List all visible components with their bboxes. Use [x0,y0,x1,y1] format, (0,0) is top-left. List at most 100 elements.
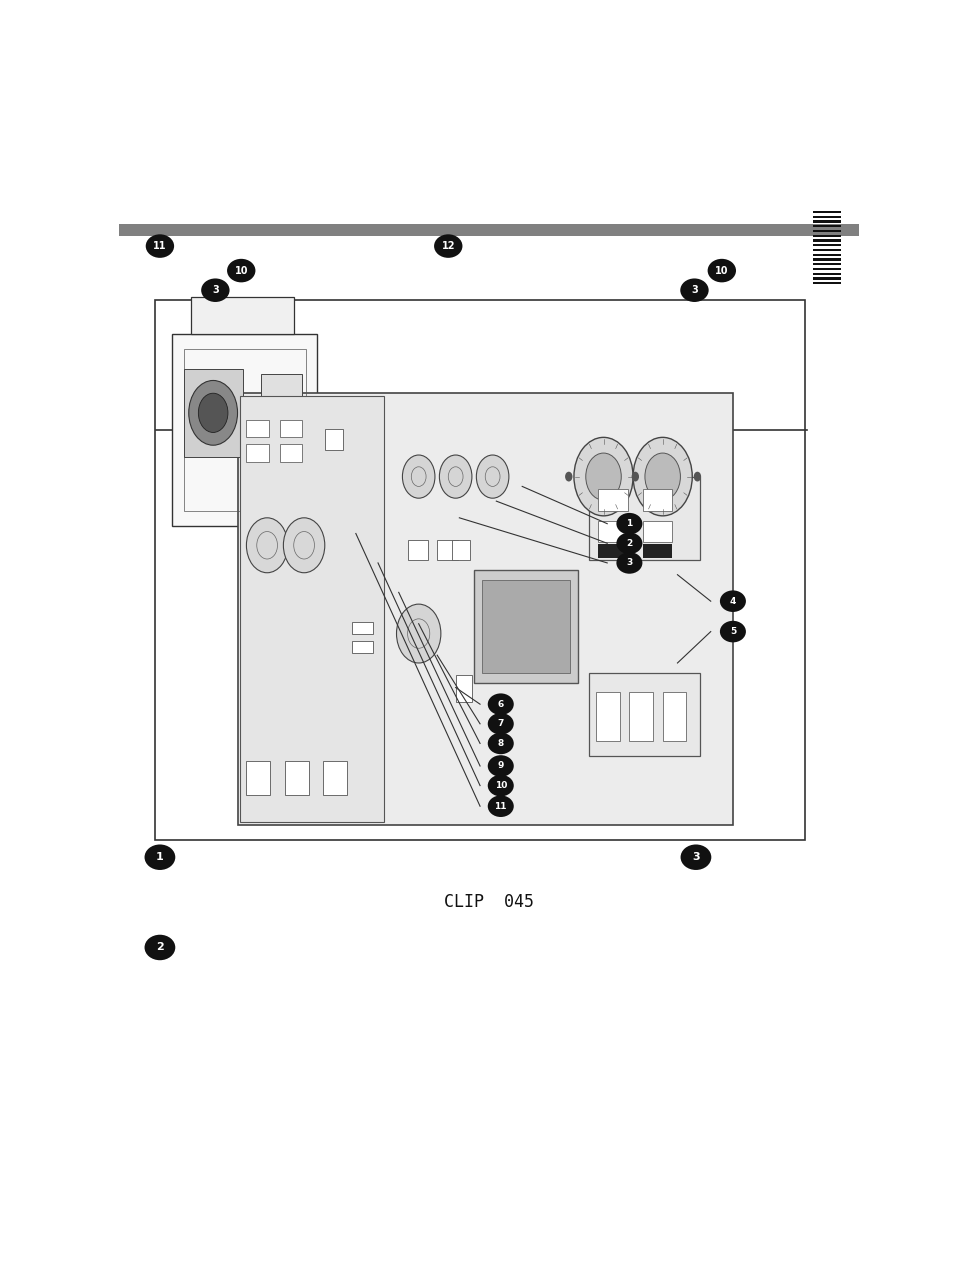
Bar [812,273,840,275]
Ellipse shape [679,845,711,870]
Bar [285,761,308,795]
Ellipse shape [487,755,514,777]
Ellipse shape [227,259,255,283]
Bar [323,761,347,795]
Text: 11: 11 [494,801,506,810]
Bar [436,540,457,561]
Text: 12: 12 [441,241,455,251]
Bar [812,264,840,265]
Bar [812,254,840,256]
Bar [183,349,305,511]
Text: 1: 1 [156,852,164,862]
Circle shape [585,454,620,501]
Ellipse shape [145,845,175,870]
Circle shape [402,455,435,498]
Ellipse shape [616,533,641,554]
Bar [239,396,383,822]
Bar [481,580,570,673]
Circle shape [246,517,288,573]
Circle shape [564,471,572,482]
Circle shape [283,517,324,573]
Bar [191,297,294,334]
Ellipse shape [487,733,514,754]
Bar [246,761,270,795]
Circle shape [574,437,633,516]
Text: 10: 10 [494,781,506,790]
Circle shape [476,455,508,498]
Text: CLIP  045: CLIP 045 [443,893,534,911]
Circle shape [633,437,692,516]
Bar [154,299,804,840]
Ellipse shape [720,590,745,612]
Bar [812,225,840,227]
Text: 2: 2 [156,943,164,953]
Ellipse shape [720,620,745,642]
Bar [629,693,653,741]
Ellipse shape [616,552,641,573]
Bar [812,231,840,232]
Ellipse shape [434,234,462,257]
Text: 1: 1 [625,520,632,529]
Text: 3: 3 [692,852,699,862]
Bar [598,521,627,543]
Circle shape [198,394,228,432]
Circle shape [693,471,700,482]
Bar [812,248,840,251]
Ellipse shape [616,513,641,535]
Bar [279,445,301,462]
Bar [588,476,699,561]
Circle shape [396,604,440,662]
Text: 10: 10 [234,265,248,275]
Bar [642,489,672,511]
Bar [812,278,840,279]
Text: 8: 8 [497,739,503,748]
Text: 10: 10 [715,265,728,275]
Bar [812,240,840,242]
Text: 7: 7 [497,720,503,729]
Ellipse shape [487,693,514,715]
Bar [642,544,672,558]
Text: 5: 5 [729,627,736,636]
Bar [812,234,840,237]
Text: 3: 3 [690,285,697,296]
Bar [812,259,840,261]
Bar [183,368,242,457]
Text: 3: 3 [625,558,632,567]
Ellipse shape [145,935,175,961]
Ellipse shape [487,713,514,735]
Text: 4: 4 [729,596,736,605]
Bar [324,428,343,450]
Bar [642,521,672,543]
Ellipse shape [679,279,708,302]
Circle shape [189,381,237,445]
Bar [261,373,301,442]
Bar [119,224,858,236]
Bar [598,544,627,558]
Bar [279,419,301,437]
Bar [352,622,373,633]
Text: 11: 11 [153,241,167,251]
Bar [598,489,627,511]
Bar [474,569,577,683]
Bar [352,641,373,654]
Text: 2: 2 [625,539,632,548]
Ellipse shape [201,279,230,302]
Text: 9: 9 [497,762,503,771]
Bar [812,268,840,270]
Bar [407,540,428,561]
Ellipse shape [146,234,174,257]
Ellipse shape [487,775,514,796]
Bar [596,693,619,741]
Bar [812,211,840,213]
Bar [246,419,269,437]
Bar [452,540,470,561]
Ellipse shape [487,795,514,817]
Circle shape [439,455,472,498]
Bar [588,673,699,757]
Bar [812,245,840,246]
Bar [662,693,685,741]
Bar [172,334,316,526]
Circle shape [644,454,679,501]
Text: 6: 6 [497,699,503,708]
Ellipse shape [707,259,736,283]
